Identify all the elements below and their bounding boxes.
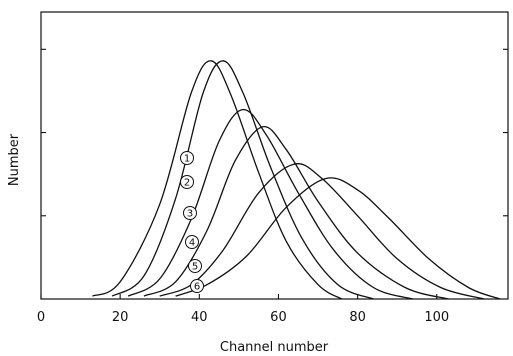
plot-frame: [40, 11, 509, 300]
curve-label-2: 2: [180, 175, 194, 189]
y-axis-label: Number: [7, 133, 22, 186]
curve-label-4: 4: [185, 235, 199, 249]
curve-6: [175, 177, 501, 300]
curve-labels: 1 2 3 4 5 6: [180, 151, 204, 293]
curve-3: [127, 108, 414, 300]
x-tick-label: 60: [270, 310, 287, 325]
x-tick-labels: 0 20 40 60 80 100: [37, 310, 449, 325]
curve-label-text: 5: [192, 262, 198, 273]
x-tick-label: 20: [112, 310, 129, 325]
curve-label-ring: [185, 235, 199, 249]
x-tick-label: 0: [37, 310, 45, 325]
curve-label-text: 1: [184, 154, 190, 165]
x-tick-label: 40: [191, 310, 208, 325]
curve-label-ring: [188, 259, 202, 273]
curve-label-ring: [190, 279, 204, 293]
plot-border: [40, 11, 509, 300]
curve-1: [92, 60, 343, 300]
curve-label-text: 3: [187, 209, 193, 220]
curve-2: [111, 60, 374, 300]
curves: [92, 60, 501, 300]
curve-5: [159, 163, 485, 300]
curve-label-text: 6: [194, 282, 200, 293]
curve-label-ring: [183, 206, 197, 220]
curve-label-ring: [180, 175, 194, 189]
axis-ticks: [40, 48, 508, 299]
curve-label-text: 2: [184, 178, 190, 189]
curve-label-1: 1: [180, 151, 194, 165]
curve-label-text: 4: [189, 238, 195, 249]
x-tick-label: 100: [424, 310, 449, 325]
curve-label-5: 5: [188, 259, 202, 273]
curve-4: [143, 126, 449, 300]
x-axis-label: Channel number: [220, 340, 329, 355]
curve-label-6: 6: [190, 279, 204, 293]
curve-label-3: 3: [183, 206, 197, 220]
curve-label-ring: [180, 151, 194, 165]
x-tick-label: 80: [349, 310, 366, 325]
